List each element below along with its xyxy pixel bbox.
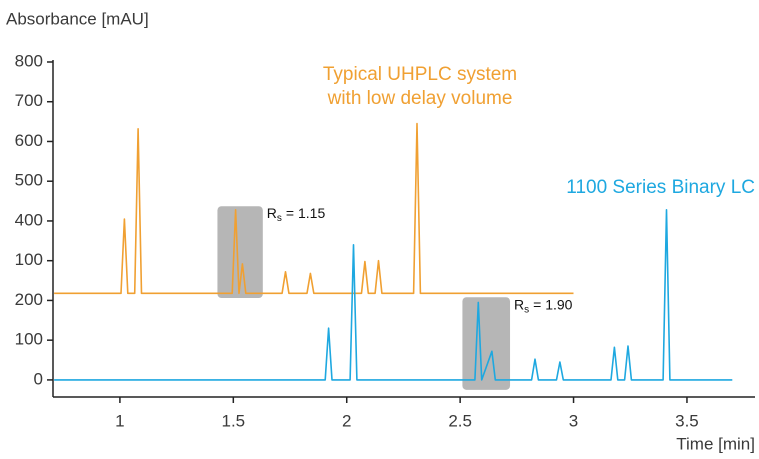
highlight-box — [462, 297, 511, 390]
y-tick-label: 100 — [15, 330, 43, 349]
resolution-label: Rs = 1.15 — [267, 205, 326, 224]
x-tick-label: 3.5 — [675, 411, 699, 430]
trace — [54, 122, 574, 295]
x-axis-label: Time [min] — [676, 434, 755, 453]
series-label: Typical UHPLC system — [323, 64, 517, 85]
x-tick-label: 1.5 — [221, 411, 245, 430]
y-tick-label: 700 — [15, 91, 43, 110]
highlight-box — [217, 206, 263, 299]
x-tick-label: 1 — [115, 411, 124, 430]
symbol: R — [514, 296, 524, 312]
subscript: s — [277, 213, 282, 224]
subscript: s — [524, 304, 529, 315]
y-tick-label: 400 — [15, 210, 43, 229]
y-axis-label: Absorbance [mAU] — [6, 9, 149, 28]
y-tick-label: 0 — [34, 369, 43, 388]
trace — [54, 209, 733, 381]
y-tick-label: 500 — [15, 171, 43, 190]
series-label: 1100 Series Binary LC — [566, 177, 755, 198]
y-tick-label: 600 — [15, 131, 43, 150]
resolution-label: Rs = 1.90 — [514, 296, 573, 315]
value: = 1.90 — [533, 296, 573, 312]
series-label: with low delay volume — [327, 88, 513, 109]
y-tick-label: 800 — [15, 51, 43, 70]
y-tick-label: 100 — [15, 250, 43, 269]
symbol: R — [267, 205, 277, 221]
x-tick-label: 2 — [342, 411, 351, 430]
x-tick-label: 3 — [569, 411, 578, 430]
value: = 1.15 — [286, 205, 326, 221]
y-tick-label: 200 — [15, 290, 43, 309]
x-tick-label: 2.5 — [448, 411, 472, 430]
